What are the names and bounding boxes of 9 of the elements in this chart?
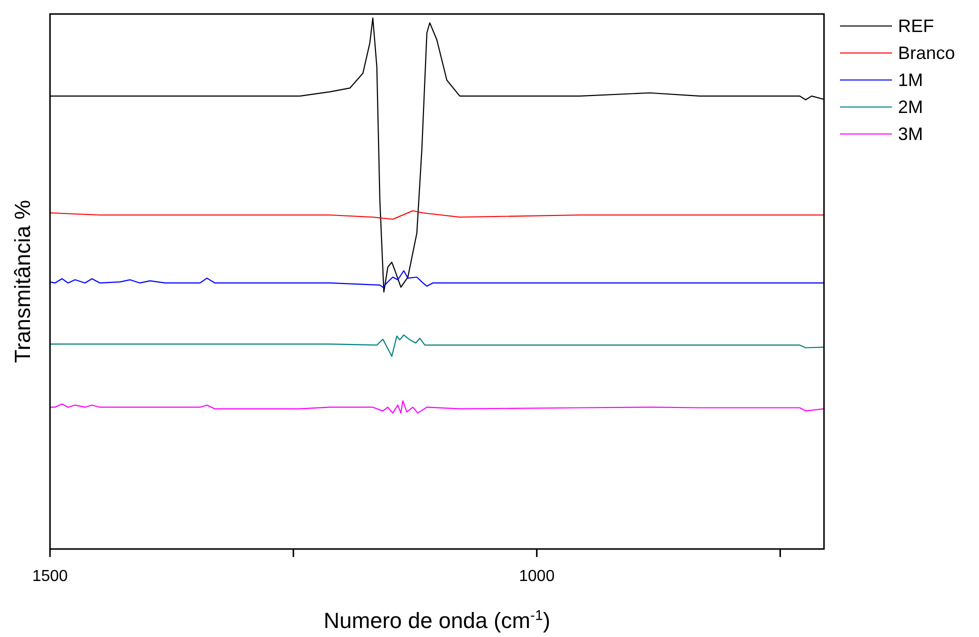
y-axis-title: Transmitância %: [10, 200, 35, 364]
legend-label: 3M: [898, 124, 924, 144]
x-tick-label: 1000: [518, 568, 555, 585]
legend-label: 1M: [898, 70, 924, 90]
x-tick-label: 1500: [32, 568, 68, 585]
legend-label: 2M: [898, 97, 924, 117]
x-axis-title: Numero de onda (cm$^{-1}$): [324, 608, 550, 633]
legend-label: REF: [898, 16, 934, 36]
legend-label: Branco: [898, 43, 956, 63]
